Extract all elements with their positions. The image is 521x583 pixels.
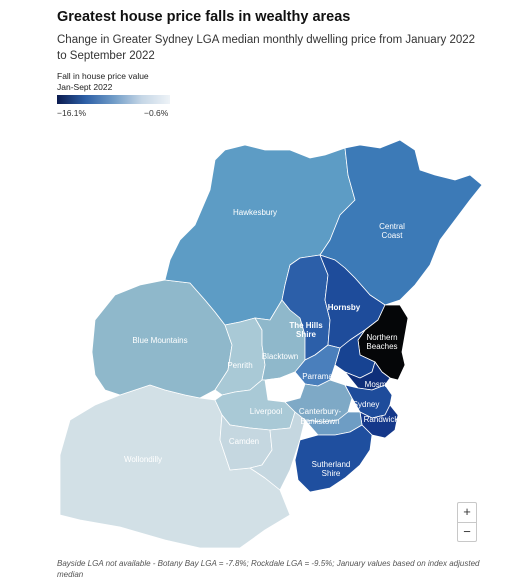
label-mosman: Mosman (365, 380, 396, 389)
label-camden: Camden (229, 437, 259, 446)
region-sutherland-shire[interactable] (294, 424, 373, 493)
label-canterbury-2: Bankstown (300, 417, 339, 426)
label-fairfield: Fairfield (268, 391, 296, 400)
zoom-in-button[interactable]: + (458, 503, 476, 523)
zoom-control: + − (457, 502, 477, 542)
label-central-coast-1: Central (379, 222, 405, 231)
legend-title-line1: Fall in house price value (57, 71, 149, 81)
label-sydney: Sydney (353, 400, 380, 409)
region-campbelltown[interactable] (249, 411, 306, 491)
label-northern-beaches-1: Northern (366, 333, 397, 342)
label-blue-mountains: Blue Mountains (132, 336, 187, 345)
legend-min-label: −16.1% (57, 108, 87, 118)
legend-title-line2: Jan-Sept 2022 (57, 82, 113, 92)
footnote: Bayside LGA not available - Botany Bay L… (57, 559, 480, 579)
label-northern-beaches-2: Beaches (366, 342, 397, 351)
label-hills-2: Shire (296, 330, 317, 339)
label-parramatta: Parramatta (302, 372, 342, 381)
label-blacktown: Blacktown (262, 352, 298, 361)
label-central-coast-2: Coast (382, 231, 404, 240)
label-penrith: Penrith (227, 361, 252, 370)
label-liverpool: Liverpool (250, 407, 283, 416)
chart-title: Greatest house price falls in wealthy ar… (57, 9, 351, 25)
legend-color-scale (57, 95, 170, 104)
legend-title: Fall in house price value Jan-Sept 2022 (57, 71, 149, 93)
label-hills-1: The Hills (289, 321, 323, 330)
label-sutherland-1: Sutherland (312, 460, 351, 469)
label-sutherland-2: Shire (322, 469, 341, 478)
label-canterbury-1: Canterbury- (299, 407, 342, 416)
label-wollondilly: Wollondilly (124, 455, 162, 464)
chart-subtitle: Change in Greater Sydney LGA median mont… (57, 34, 476, 62)
zoom-out-button[interactable]: − (463, 524, 471, 539)
legend-max-label: −0.6% (144, 108, 169, 118)
region-central-coast[interactable] (319, 139, 483, 306)
label-hornsby: Hornsby (328, 303, 361, 312)
label-randwick: Randwick (364, 415, 400, 424)
label-hawkesbury: Hawkesbury (233, 208, 277, 217)
